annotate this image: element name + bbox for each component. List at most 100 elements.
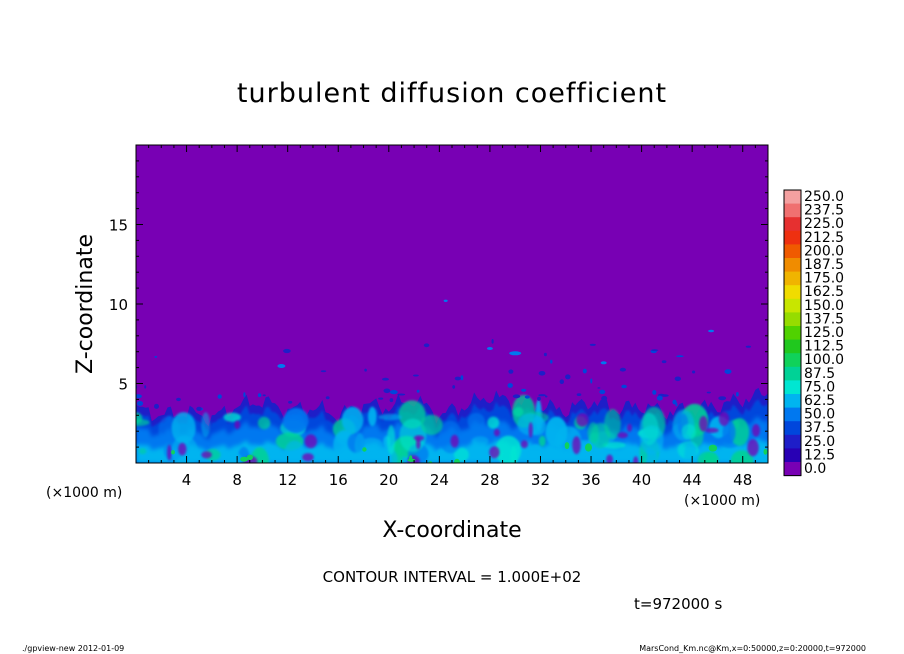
- colorbar: 250.0237.5225.0212.5200.0187.5175.0162.5…: [783, 189, 844, 477]
- eddy-cell: [471, 436, 489, 446]
- colorbar-label: 100.0: [804, 352, 844, 368]
- small-turbulent-cell: [576, 393, 582, 396]
- calm-pocket: [178, 442, 187, 456]
- small-turbulent-cell: [619, 367, 627, 372]
- colorbar-label: 125.0: [804, 325, 844, 341]
- small-turbulent-cell: [257, 393, 262, 398]
- small-turbulent-cell: [621, 384, 627, 389]
- colorbar-swatch: [784, 407, 801, 422]
- colorbar-swatch: [784, 448, 801, 463]
- small-turbulent-cell: [378, 397, 384, 400]
- eddy-cell: [436, 449, 444, 457]
- eddy-cell: [697, 451, 719, 463]
- x-axis-unit-right: (×1000 m): [684, 493, 760, 509]
- isolated-turbulent-cell: [443, 299, 448, 302]
- calm-pocket: [633, 456, 639, 463]
- calm-pocket: [302, 453, 314, 462]
- small-turbulent-cell: [136, 394, 142, 399]
- high-value-spot: [362, 447, 367, 452]
- small-turbulent-cell: [217, 394, 222, 399]
- colorbar-label: 212.5: [804, 230, 844, 246]
- calm-pocket: [606, 454, 613, 463]
- colorbar-label: 62.5: [804, 393, 835, 409]
- colorbar-label: 112.5: [804, 339, 844, 355]
- small-turbulent-cell: [243, 392, 246, 398]
- eddy-cell: [420, 414, 443, 435]
- colorbar-label: 75.0: [804, 379, 835, 395]
- eddy-cell: [545, 416, 568, 448]
- small-turbulent-cell: [154, 355, 158, 358]
- calm-pocket: [576, 413, 589, 427]
- colorbar-label: 0.0: [804, 461, 826, 477]
- small-turbulent-cell: [512, 394, 521, 399]
- high-value-spot: [240, 456, 249, 462]
- small-turbulent-cell: [389, 390, 398, 395]
- x-tick-label: 36: [581, 471, 600, 489]
- calm-pocket: [572, 436, 581, 455]
- small-turbulent-cell: [590, 378, 593, 384]
- colorbar-swatch: [784, 203, 801, 218]
- calm-pocket: [489, 446, 500, 459]
- eddy-cell: [155, 452, 164, 462]
- colorbar-swatch: [784, 298, 801, 313]
- eddy-cell: [467, 413, 485, 430]
- eddy-cell: [225, 452, 242, 463]
- colorbar-label: 187.5: [804, 257, 844, 273]
- small-turbulent-cell: [661, 360, 667, 364]
- eddy-cell: [201, 412, 211, 438]
- eddy-cell: [368, 406, 377, 427]
- isolated-turbulent-cell: [509, 351, 522, 356]
- small-turbulent-cell: [736, 392, 739, 397]
- small-turbulent-cell: [652, 390, 657, 395]
- small-turbulent-cell: [651, 349, 659, 352]
- eddy-cell: [257, 416, 271, 430]
- calm-pocket: [718, 411, 730, 426]
- small-turbulent-cell: [364, 368, 367, 372]
- x-tick-label: 8: [232, 471, 242, 489]
- high-value-spot: [708, 444, 718, 452]
- y-tick-label: 5: [118, 376, 128, 394]
- colorbar-label: 37.5: [804, 420, 835, 436]
- high-value-spot: [585, 443, 592, 452]
- small-turbulent-cell: [382, 377, 389, 381]
- small-turbulent-cell: [589, 343, 596, 346]
- small-turbulent-cell: [538, 371, 546, 376]
- x-tick-label: 44: [683, 471, 702, 489]
- colorbar-label: 200.0: [804, 243, 844, 259]
- small-turbulent-cell: [674, 376, 681, 382]
- colorbar-swatch: [784, 217, 801, 232]
- eddy-cell: [138, 448, 147, 455]
- eddy-cell: [684, 441, 697, 463]
- eddy-cell: [453, 447, 469, 462]
- x-tick-label: 4: [182, 471, 192, 489]
- small-turbulent-cell: [706, 391, 711, 394]
- colorbar-swatch: [784, 285, 801, 300]
- small-turbulent-cell: [416, 389, 420, 393]
- small-turbulent-cell: [660, 394, 669, 397]
- eddy-cell: [223, 412, 241, 422]
- x-axis-ticks: 4 8 12 16 20 24 28 32 36 40 44 48: [148, 145, 756, 489]
- calm-pocket: [201, 451, 212, 459]
- eddy-cell: [538, 435, 546, 447]
- eddy-cell: [341, 406, 364, 434]
- eddy-cell: [283, 408, 309, 433]
- eddy-cell: [387, 425, 396, 455]
- calm-pocket: [413, 435, 425, 441]
- colorbar-label: 137.5: [804, 311, 844, 327]
- calm-pocket: [528, 422, 533, 438]
- small-turbulent-cell: [320, 370, 327, 373]
- small-turbulent-cell: [692, 370, 696, 374]
- small-turbulent-cell: [724, 369, 732, 374]
- colorbar-label: 50.0: [804, 407, 835, 423]
- colorbar-swatch: [784, 366, 801, 381]
- high-value-spot: [453, 458, 461, 463]
- eddy-cell: [527, 444, 544, 463]
- x-tick-label: 12: [278, 471, 297, 489]
- calm-pocket: [747, 439, 759, 457]
- small-turbulent-cell: [508, 369, 514, 374]
- small-turbulent-cell: [745, 345, 752, 348]
- colorbar-swatch: [784, 258, 801, 273]
- colorbar-label: 237.5: [804, 203, 844, 219]
- small-turbulent-cell: [144, 385, 147, 389]
- small-turbulent-cell: [565, 374, 571, 380]
